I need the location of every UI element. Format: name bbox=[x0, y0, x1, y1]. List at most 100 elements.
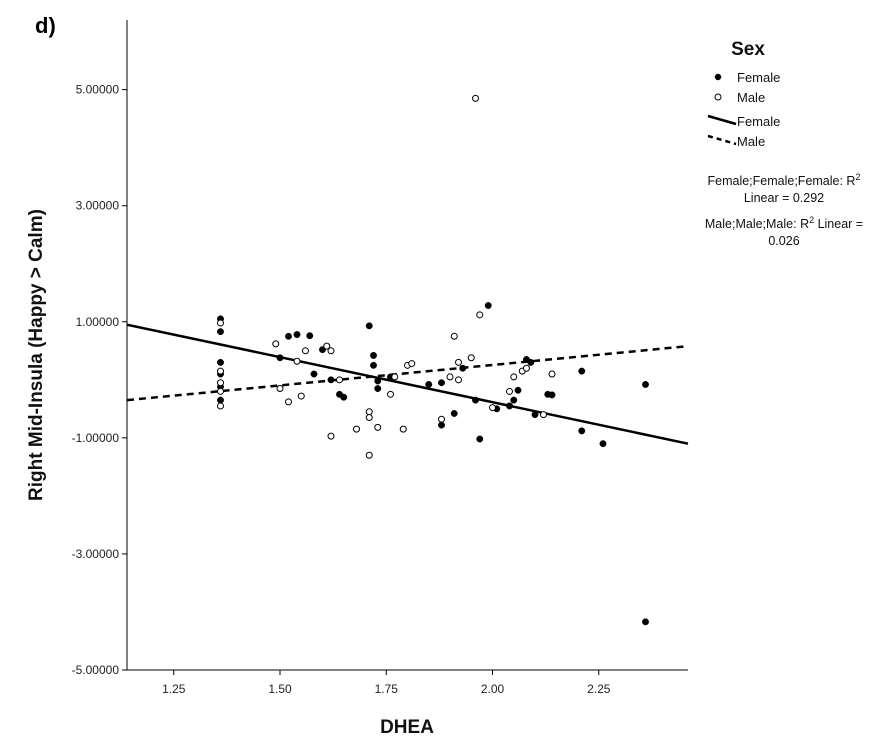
point-male bbox=[408, 360, 416, 368]
x-tick-label: 2.25 bbox=[587, 682, 611, 696]
point-male bbox=[336, 376, 343, 384]
male-fit-text-line2: 0.026 bbox=[768, 234, 799, 248]
legend-male-line-label: Male bbox=[737, 134, 765, 149]
point-female bbox=[340, 393, 348, 401]
point-male bbox=[472, 94, 479, 102]
y-tick-label: 5.00000 bbox=[76, 83, 120, 97]
female-fit-text-line2: Linear = 0.292 bbox=[744, 191, 824, 205]
point-female bbox=[642, 381, 649, 388]
legend-male-marker bbox=[714, 93, 722, 101]
point-male bbox=[217, 387, 224, 395]
point-female bbox=[476, 435, 484, 443]
point-female bbox=[459, 364, 467, 372]
point-male bbox=[217, 402, 224, 410]
x-tick-label: 1.50 bbox=[268, 682, 292, 696]
point-female bbox=[365, 322, 373, 330]
point-female bbox=[374, 385, 382, 392]
male-fit-label-b: Linear = bbox=[814, 217, 863, 231]
point-female bbox=[578, 427, 586, 435]
point-female bbox=[425, 381, 433, 388]
point-female bbox=[217, 358, 224, 366]
legend-female-line bbox=[707, 114, 737, 126]
point-male bbox=[391, 373, 399, 381]
point-male bbox=[446, 373, 454, 381]
point-male bbox=[450, 332, 458, 340]
point-female bbox=[472, 396, 479, 404]
point-male bbox=[510, 373, 518, 381]
point-male bbox=[374, 423, 382, 431]
point-female bbox=[548, 391, 556, 399]
plot-area: 1.25 1.50 1.75 2.00 2.25 -5.00000 -3.00000 -1.… bbox=[72, 20, 689, 696]
point-male bbox=[548, 370, 556, 378]
point-male bbox=[399, 425, 407, 433]
point-male bbox=[217, 319, 224, 327]
male-fit-sup: 2 bbox=[809, 215, 814, 225]
point-male bbox=[353, 425, 360, 433]
fit-line-male bbox=[126, 344, 689, 402]
data-points bbox=[217, 94, 649, 626]
point-male bbox=[455, 376, 462, 384]
legend-female-line-label: Female bbox=[737, 114, 780, 129]
point-female bbox=[327, 376, 335, 384]
point-female bbox=[599, 440, 607, 448]
x-tick-label: 1.25 bbox=[162, 682, 186, 696]
point-male bbox=[365, 414, 373, 422]
point-female bbox=[310, 370, 318, 378]
legend-male-line bbox=[707, 134, 737, 146]
point-male bbox=[297, 392, 305, 400]
point-male bbox=[476, 311, 484, 319]
y-tick-label: 1.00000 bbox=[76, 315, 120, 329]
female-fit-sup: 2 bbox=[855, 172, 860, 182]
x-axis-title: DHEA bbox=[380, 717, 434, 738]
point-male bbox=[293, 357, 301, 365]
legend-male-marker-label: Male bbox=[737, 90, 765, 105]
point-male bbox=[272, 340, 280, 348]
point-female bbox=[527, 358, 535, 366]
y-tick-label: 3.00000 bbox=[76, 199, 120, 213]
point-female bbox=[450, 410, 458, 417]
point-female bbox=[578, 367, 586, 375]
point-female bbox=[285, 332, 292, 340]
point-male bbox=[323, 342, 331, 350]
female-fit-text-line1: Female;Female;Female: R2 bbox=[708, 172, 861, 188]
female-fit-label: Female;Female;Female: R bbox=[708, 174, 856, 188]
point-male bbox=[285, 398, 292, 406]
y-tick-label: -3.00000 bbox=[72, 547, 120, 561]
point-female bbox=[514, 386, 522, 394]
point-male bbox=[438, 415, 445, 423]
panel-label: d) bbox=[35, 13, 56, 38]
point-male bbox=[540, 411, 547, 419]
point-female bbox=[276, 354, 284, 362]
point-female bbox=[438, 379, 445, 387]
point-male bbox=[489, 404, 496, 412]
male-fit-text-line1: Male;Male;Male: R2 Linear = bbox=[705, 215, 863, 231]
point-male bbox=[302, 347, 309, 355]
point-male bbox=[455, 358, 462, 366]
point-male bbox=[365, 451, 373, 459]
point-male bbox=[217, 379, 224, 387]
y-tick-label: -1.00000 bbox=[72, 431, 120, 445]
point-male bbox=[523, 364, 530, 372]
point-female bbox=[370, 361, 377, 369]
legend-female-marker-label: Female bbox=[737, 70, 780, 85]
point-female bbox=[370, 351, 377, 359]
point-female bbox=[306, 332, 314, 340]
point-male bbox=[467, 354, 475, 362]
point-male bbox=[327, 347, 335, 355]
point-male bbox=[217, 367, 224, 375]
legend-title: Sex bbox=[731, 39, 765, 60]
point-female bbox=[217, 328, 224, 336]
x-ticks: 1.25 1.50 1.75 2.00 2.25 bbox=[162, 670, 611, 696]
y-ticks: -5.00000 -3.00000 -1.00000 1.00000 3.00000 5.… bbox=[72, 83, 127, 677]
legend-female-marker bbox=[714, 73, 722, 81]
point-male bbox=[506, 387, 513, 395]
point-female bbox=[374, 377, 382, 385]
x-tick-label: 2.00 bbox=[481, 682, 505, 696]
point-female bbox=[506, 402, 513, 410]
fit-lines bbox=[126, 323, 689, 445]
point-female bbox=[531, 411, 539, 419]
x-tick-label: 1.75 bbox=[375, 682, 399, 696]
point-female bbox=[438, 421, 445, 429]
point-female bbox=[484, 302, 492, 309]
